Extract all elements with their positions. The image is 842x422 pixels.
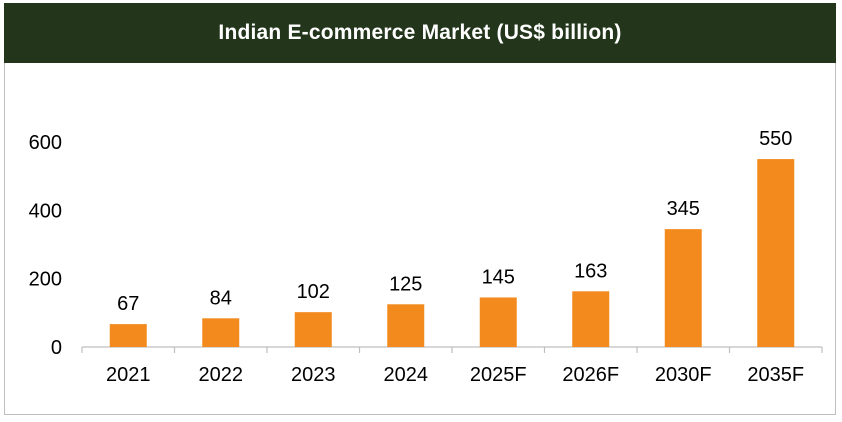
bar-2021 <box>109 324 147 347</box>
y-tick-label: 600 <box>29 132 62 154</box>
bar-2022 <box>202 318 240 347</box>
bar-value-label: 345 <box>667 198 700 220</box>
bar-value-label: 163 <box>574 260 607 282</box>
x-axis: 2021 2022 2023 2024 2025F 2026F 2030F 2035F <box>81 346 823 386</box>
bar-value-label: 67 <box>117 293 139 315</box>
chart-title-bar: Indian E-commerce Market (US$ billion) <box>4 3 836 63</box>
bar-value-label: 102 <box>297 281 330 303</box>
bars <box>109 159 795 347</box>
x-category-label: 2022 <box>199 364 244 386</box>
x-category-label: 2030F <box>655 364 712 386</box>
bar-value-label: 145 <box>482 266 515 288</box>
y-tick-label: 0 <box>51 337 62 359</box>
y-tick-label: 200 <box>29 269 62 291</box>
bar-2035f <box>757 159 795 347</box>
x-category-label: 2025F <box>470 364 527 386</box>
bar-value-label: 125 <box>389 273 422 295</box>
bar-2024 <box>387 304 425 347</box>
chart-title: Indian E-commerce Market (US$ billion) <box>218 21 622 44</box>
x-category-label: 2026F <box>562 364 619 386</box>
bar-2025f <box>479 297 517 347</box>
x-category-label: 2023 <box>291 364 336 386</box>
x-category-label: 2024 <box>384 364 429 386</box>
value-labels: 67 84 102 125 145 163 345 550 <box>117 128 792 315</box>
bar-value-label: 550 <box>759 128 792 150</box>
bar-value-label: 84 <box>210 287 232 309</box>
bar-2023 <box>294 312 332 347</box>
y-tick-label: 400 <box>29 200 62 222</box>
bar-2026f <box>572 291 610 347</box>
y-axis: 0 200 400 600 <box>29 132 62 359</box>
x-category-label: 2021 <box>106 364 151 386</box>
bar-2030f <box>664 229 702 347</box>
x-category-label: 2035F <box>747 364 804 386</box>
